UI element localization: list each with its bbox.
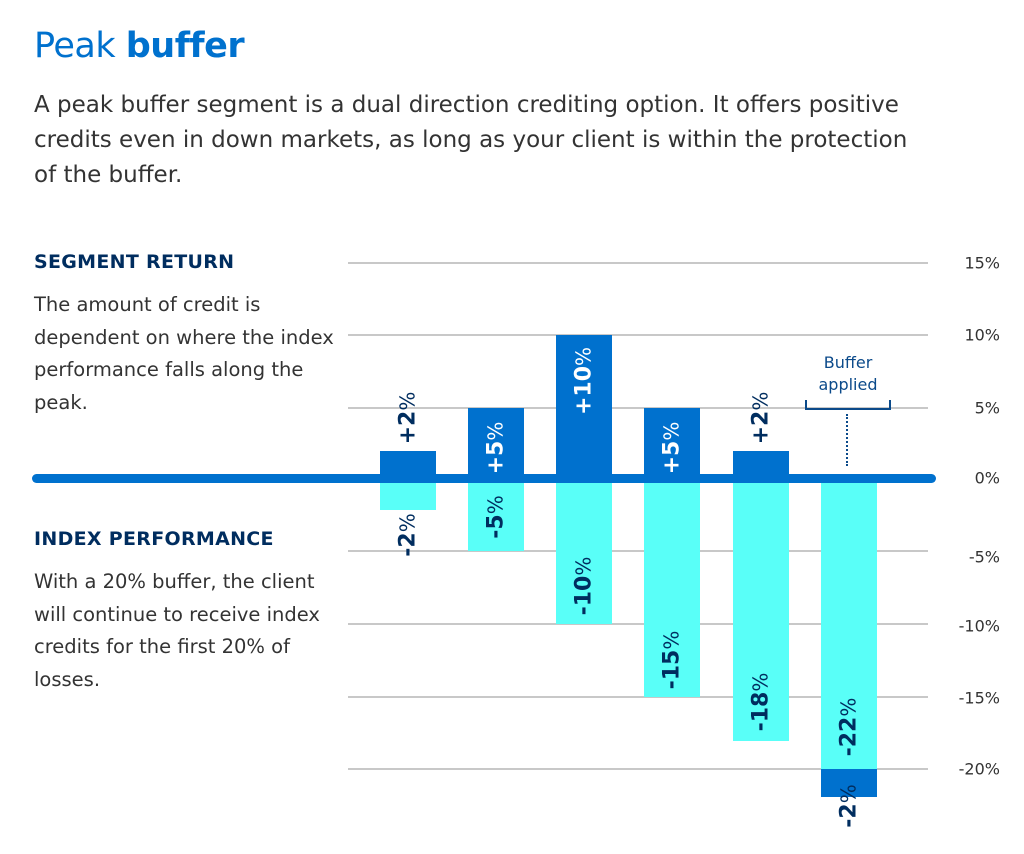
segment-bar-1	[380, 451, 436, 478]
segment-bar-6	[821, 769, 877, 797]
buffer-note-line1: Buffer	[823, 353, 873, 372]
gridline-10	[348, 334, 928, 336]
ytick-15: 15%	[964, 253, 1000, 273]
segment-bar-2	[468, 408, 524, 478]
index-label-1: -2%	[395, 513, 421, 557]
segment-label-1: +2%	[395, 391, 421, 445]
index-label-6: -22%	[836, 697, 862, 757]
gridline-neg20	[348, 768, 928, 770]
index-label-2: -5%	[483, 495, 509, 539]
buffer-note-line2: applied	[818, 375, 878, 394]
segment-label-2: +5%	[483, 421, 509, 475]
buffer-applied-note: Buffer applied	[800, 352, 896, 396]
index-bar-3	[556, 478, 612, 624]
ytick-neg20: -20%	[958, 759, 1000, 779]
segment-label-6: -2%	[836, 784, 862, 828]
ytick-0: 0%	[974, 468, 1000, 488]
segment-bar-5	[733, 451, 789, 478]
page-title: Peak buffer	[34, 26, 245, 66]
zero-axis-line	[32, 474, 936, 483]
intro-text: A peak buffer segment is a dual directio…	[34, 92, 908, 188]
segment-label-5: +2%	[748, 391, 774, 445]
ytick-neg5: -5%	[968, 547, 1000, 567]
ytick-10: 10%	[964, 325, 1000, 345]
index-performance-body: With a 20% buffer, the client will conti…	[34, 570, 320, 691]
title-bold: buffer	[125, 26, 245, 66]
index-bar-6	[821, 478, 877, 770]
gridline-neg10	[348, 623, 928, 625]
index-bar-4	[644, 478, 700, 697]
gridline-neg5	[348, 550, 928, 552]
buffer-dotted-line	[846, 414, 848, 466]
gridline-15	[348, 262, 928, 264]
index-label-4: -15%	[659, 630, 685, 690]
ytick-neg15: -15%	[958, 688, 1000, 708]
buffer-bracket	[805, 400, 891, 410]
index-bar-2	[468, 478, 524, 551]
segment-bar-4	[644, 408, 700, 478]
segment-label-4: +5%	[659, 421, 685, 475]
title-regular: Peak	[34, 26, 126, 66]
index-performance-heading: INDEX PERFORMANCE	[34, 528, 274, 550]
gridline-5	[348, 407, 928, 409]
segment-return-body: The amount of credit is dependent on whe…	[34, 293, 334, 414]
segment-label-3: +10%	[571, 346, 597, 416]
segment-bar-3	[556, 335, 612, 478]
gridline-neg15	[348, 696, 928, 698]
index-bar-1	[380, 478, 436, 510]
ytick-neg10: -10%	[958, 616, 1000, 636]
index-label-3: -10%	[571, 556, 597, 616]
index-bar-5	[733, 478, 789, 741]
ytick-5: 5%	[974, 398, 1000, 418]
segment-return-heading: SEGMENT RETURN	[34, 251, 235, 273]
index-label-5: -18%	[748, 672, 774, 732]
